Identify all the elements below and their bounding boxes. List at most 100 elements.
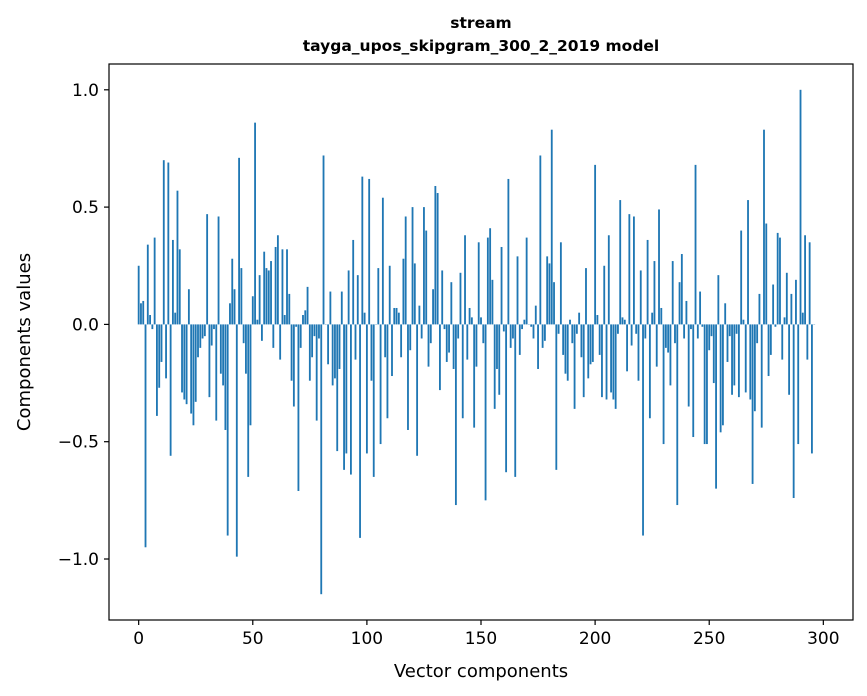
bar-132 (439, 324, 441, 391)
bar-14 (169, 324, 172, 456)
bar-177 (541, 324, 544, 348)
bar-232 (667, 324, 670, 353)
bar-198 (589, 324, 592, 365)
bar-113 (395, 307, 398, 325)
bar-119 (409, 324, 412, 351)
bar-169 (523, 319, 526, 325)
bar-254 (717, 275, 720, 325)
bar-125 (423, 207, 425, 325)
bar-156 (493, 324, 496, 409)
bar-3 (144, 324, 147, 548)
bar-101 (368, 178, 371, 325)
bar-54 (261, 324, 263, 341)
bar-105 (377, 268, 380, 325)
bar-230 (662, 324, 665, 445)
bar-193 (578, 312, 581, 325)
bar-292 (804, 235, 806, 325)
bar-283 (783, 317, 786, 325)
bar-284 (785, 272, 788, 325)
bar-121 (413, 263, 416, 325)
bar-160 (502, 324, 505, 332)
bar-70 (297, 324, 300, 491)
bar-86 (334, 324, 336, 379)
bar-76 (311, 324, 314, 358)
bar-215 (628, 214, 631, 325)
bar-264 (740, 230, 743, 325)
y-tick-label: 0.5 (72, 198, 99, 218)
bar-168 (521, 324, 523, 330)
bar-43 (235, 324, 238, 557)
bar-248 (703, 324, 706, 445)
y-tick-label: 1.0 (72, 81, 99, 101)
bar-150 (480, 317, 482, 325)
bar-194 (580, 324, 583, 358)
bar-102 (370, 324, 373, 381)
bar-191 (573, 324, 576, 409)
x-axis-label: Vector components (394, 661, 568, 682)
y-tick-label: −0.5 (58, 433, 99, 453)
bar-223 (646, 239, 649, 325)
bar-87 (336, 324, 339, 452)
bar-202 (598, 324, 601, 355)
bar-181 (550, 129, 553, 325)
bar-22 (187, 289, 190, 325)
bar-48 (247, 324, 250, 477)
bar-212 (621, 317, 624, 325)
bar-274 (763, 129, 765, 325)
bar-217 (633, 216, 635, 325)
bar-33 (213, 324, 215, 330)
bar-291 (801, 312, 804, 325)
bar-225 (651, 312, 654, 325)
bar-186 (562, 324, 565, 355)
bar-60 (274, 246, 277, 325)
bar-195 (582, 324, 585, 398)
bar-133 (441, 270, 444, 325)
bar-9 (158, 324, 161, 388)
bar-112 (393, 307, 396, 325)
x-tick-label: 150 (465, 629, 497, 649)
bar-251 (710, 324, 713, 337)
bar-162 (507, 178, 510, 325)
bar-206 (607, 235, 610, 325)
bar-114 (397, 312, 400, 325)
bar-72 (302, 315, 304, 325)
bar-35 (217, 216, 220, 325)
bar-170 (525, 237, 528, 325)
bar-189 (569, 319, 571, 325)
bar-247 (701, 324, 704, 327)
bar-98 (361, 176, 364, 325)
bar-221 (642, 324, 644, 536)
bar-42 (233, 289, 236, 325)
bar-253 (715, 324, 717, 489)
bar-139 (454, 324, 457, 506)
bar-64 (283, 315, 286, 325)
bar-90 (343, 324, 345, 470)
bar-27 (199, 324, 202, 348)
bar-140 (457, 324, 460, 339)
y-tick-label: 0.0 (72, 315, 99, 335)
bar-111 (391, 324, 393, 377)
bar-242 (690, 324, 692, 330)
bar-28 (201, 324, 204, 339)
bar-199 (591, 324, 594, 362)
bar-24 (192, 324, 195, 426)
bar-190 (571, 324, 574, 344)
bar-126 (425, 230, 428, 325)
bar-57 (267, 270, 270, 325)
bar-188 (566, 324, 569, 381)
y-tick-label: −1.0 (58, 550, 99, 570)
bar-154 (489, 228, 492, 325)
bar-138 (452, 324, 455, 369)
bar-269 (751, 324, 754, 484)
bar-81 (322, 155, 325, 325)
bar-99 (363, 312, 366, 325)
bar-239 (683, 324, 686, 339)
bar-211 (619, 200, 622, 325)
bar-34 (215, 324, 218, 421)
bar-175 (537, 324, 539, 369)
bar-271 (756, 324, 759, 344)
bar-53 (258, 275, 261, 325)
bar-61 (276, 235, 279, 325)
bar-63 (281, 249, 284, 325)
bar-88 (338, 324, 341, 369)
